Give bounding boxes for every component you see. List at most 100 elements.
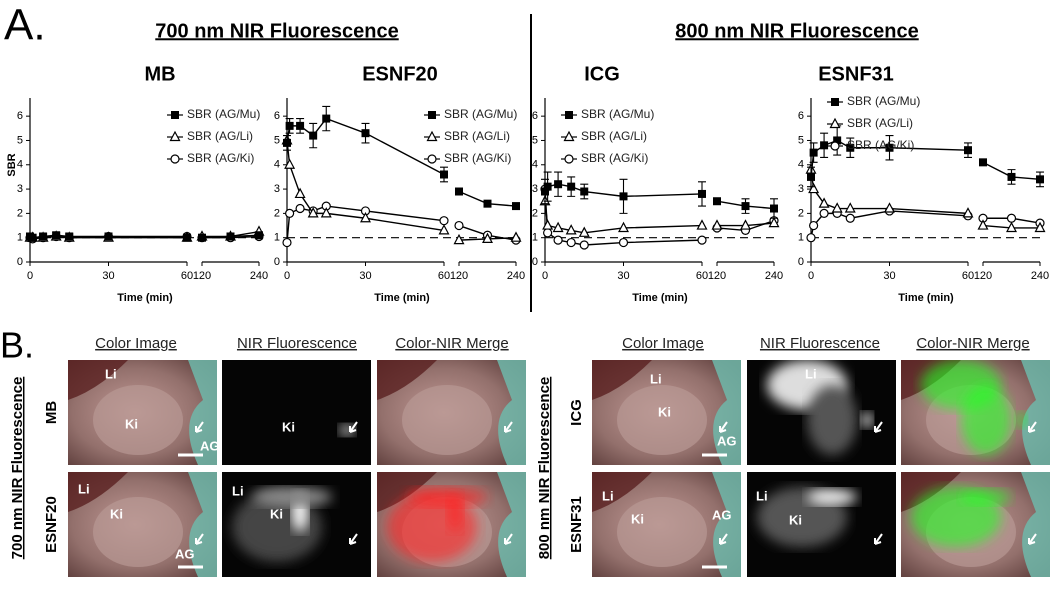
marker [28, 233, 37, 242]
marker [360, 211, 371, 223]
legend-marker [170, 154, 180, 164]
chart-title: MB [144, 63, 175, 85]
marker [296, 121, 305, 130]
image-annotation: Ki [110, 506, 123, 521]
y-tick-label: 3 [17, 183, 23, 195]
marker [542, 219, 554, 230]
image-annotation: Ki [631, 511, 644, 526]
image-annotation: AG [175, 546, 195, 561]
marker [698, 189, 706, 198]
y-tick-label: 3 [532, 183, 538, 195]
legend-label: SBR (AG/Ki) [444, 151, 511, 165]
y-axis-label: SBR [6, 153, 18, 176]
marker [361, 129, 370, 138]
marker [770, 204, 778, 213]
legend-label: SBR (AG/Ki) [581, 151, 648, 165]
image [222, 360, 371, 465]
kidney [93, 497, 183, 567]
y-tick-label: 0 [798, 256, 804, 268]
marker [1034, 221, 1046, 233]
marker [440, 170, 448, 179]
marker [580, 187, 589, 196]
image-annotation: Ki [125, 416, 138, 431]
arrow [719, 421, 728, 433]
column-header: Color-NIR Merge [916, 335, 1029, 352]
image-annotation: Li [602, 488, 614, 503]
marker [808, 182, 820, 194]
legend-label: SBR (AG/Mu) [187, 107, 260, 121]
column-header: Color Image [622, 335, 704, 352]
x-tick-label: 60 [696, 270, 708, 282]
image [377, 472, 526, 577]
arrow [874, 533, 883, 545]
row-label: ICG [568, 399, 585, 426]
marker [820, 141, 829, 150]
fluorescence-overlay [961, 385, 1011, 455]
image-annotation: AG [200, 438, 220, 453]
image-annotation: Li [232, 483, 244, 498]
x-tick-label: 240 [507, 270, 525, 282]
arrow [1028, 533, 1037, 545]
glove [188, 472, 217, 577]
row-label: ESNF31 [568, 496, 585, 553]
x-tick-label: 120 [708, 270, 726, 282]
marker [1007, 172, 1016, 181]
legend-marker [169, 130, 181, 142]
legend-marker [831, 98, 839, 106]
x-tick-label: 0 [27, 270, 33, 282]
legend-label: SBR (AG/Mu) [444, 107, 517, 121]
arrow [1028, 421, 1037, 433]
y-tick-label: 1 [532, 232, 538, 244]
image-annotation: Ki [658, 404, 671, 419]
kidney [402, 385, 492, 455]
marker [964, 146, 972, 155]
x-tick-label: 0 [542, 270, 548, 282]
x-tick-label: 240 [1031, 270, 1049, 282]
x-tick-label: 240 [765, 270, 783, 282]
marker [552, 221, 564, 233]
x-axis-label: Time (min) [632, 292, 688, 304]
marker [39, 232, 48, 241]
marker [554, 180, 563, 189]
marker [453, 233, 465, 245]
marker [819, 208, 829, 218]
legend-label: SBR (AG/Li) [444, 129, 510, 143]
marker [541, 187, 549, 196]
legend-label: SBR (AG/Li) [847, 116, 913, 130]
marker [768, 216, 780, 228]
marker [844, 202, 856, 213]
image [592, 472, 741, 577]
marker [809, 148, 818, 157]
group-label: 700 nm NIR Fluorescence [9, 377, 26, 560]
marker [1006, 213, 1017, 223]
marker [483, 199, 492, 208]
marker [52, 231, 61, 240]
marker [282, 237, 292, 248]
legend-marker [565, 111, 573, 119]
marker [285, 208, 295, 218]
marker [226, 232, 235, 241]
x-tick-label: 120 [450, 270, 468, 282]
arrow [195, 533, 204, 545]
marker [696, 219, 708, 230]
fluorescence-overlay [961, 489, 1011, 505]
glove [1021, 472, 1050, 577]
marker [284, 158, 296, 169]
x-tick-label: 60 [438, 270, 450, 282]
legend-marker [428, 111, 436, 119]
marker [740, 219, 751, 230]
y-tick-label: 1 [798, 232, 804, 244]
glove [188, 360, 217, 465]
marker [618, 221, 629, 233]
image-annotation: AG [717, 433, 737, 448]
y-tick-label: 6 [532, 110, 538, 122]
image-annotation: Ki [282, 419, 295, 434]
marker [1036, 175, 1044, 184]
marker [510, 231, 522, 242]
image-annotation: Li [756, 488, 768, 503]
arrow [719, 533, 728, 545]
y-tick-label: 6 [274, 110, 280, 122]
x-tick-label: 30 [359, 270, 371, 282]
group-title: 700 nm NIR Fluorescence [155, 20, 398, 42]
